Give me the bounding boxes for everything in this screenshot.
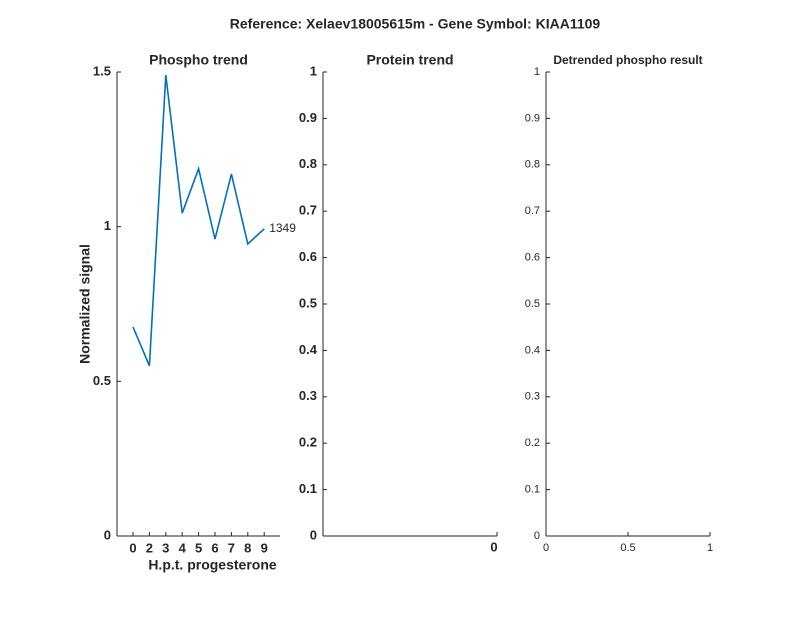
y-tick-label: 0.2 bbox=[299, 435, 317, 450]
x-tick-label: 0 bbox=[543, 542, 549, 554]
x-tick-label: 6 bbox=[211, 540, 218, 555]
y-tick-label: 0.9 bbox=[525, 112, 540, 124]
x-tick-label: 9 bbox=[261, 540, 268, 555]
y-tick-label: 0.7 bbox=[299, 203, 317, 218]
y-tick-label: 0.3 bbox=[525, 391, 540, 403]
y-tick-label: 0.8 bbox=[525, 159, 540, 171]
y-tick-label: 0 bbox=[104, 527, 111, 542]
y-tick-label: 1 bbox=[534, 66, 540, 78]
y-tick-label: 0 bbox=[310, 527, 317, 542]
y-tick-label: 0.7 bbox=[525, 205, 540, 217]
figure-title: Reference: Xelaev18005615m - Gene Symbol… bbox=[230, 16, 601, 32]
y-tick-label: 0.1 bbox=[525, 484, 540, 496]
x-tick-label: 0 bbox=[490, 539, 497, 554]
x-tick-label: 8 bbox=[244, 540, 251, 555]
x-tick-label: 7 bbox=[228, 540, 235, 555]
y-tick-label: 0.9 bbox=[299, 110, 317, 125]
x-tick-label: 1 bbox=[707, 542, 713, 554]
x-tick-label: 0 bbox=[129, 540, 136, 555]
x-tick-label: 2 bbox=[146, 540, 153, 555]
y-tick-label: 1 bbox=[104, 218, 111, 233]
subplot-title: Protein trend bbox=[366, 52, 453, 68]
y-tick-label: 0.6 bbox=[525, 252, 540, 264]
x-tick-label: 5 bbox=[195, 540, 202, 555]
y-tick-label: 0.5 bbox=[525, 298, 540, 310]
annotation: 1349 bbox=[269, 221, 296, 235]
y-tick-label: 0.6 bbox=[299, 249, 317, 264]
x-tick-label: 4 bbox=[179, 540, 187, 555]
y-tick-label: 0.5 bbox=[299, 295, 317, 310]
subplot-title: Detrended phospho result bbox=[553, 53, 702, 67]
y-tick-label: 1.5 bbox=[93, 63, 111, 78]
x-tick-label: 3 bbox=[162, 540, 169, 555]
x-tick-label: 0.5 bbox=[620, 542, 635, 554]
x-axis-label: H.p.t. progesterone bbox=[148, 557, 277, 573]
y-tick-label: 0.8 bbox=[299, 156, 317, 171]
y-tick-label: 0.3 bbox=[299, 388, 317, 403]
y-tick-label: 0.1 bbox=[299, 481, 317, 496]
y-tick-label: 1 bbox=[310, 63, 317, 78]
y-tick-label: 0 bbox=[534, 530, 540, 542]
y-axis-label: Normalized signal bbox=[77, 244, 93, 364]
y-tick-label: 0.4 bbox=[299, 342, 318, 357]
subplot-title: Phospho trend bbox=[149, 52, 248, 68]
y-tick-label: 0.5 bbox=[93, 373, 111, 388]
y-tick-label: 0.2 bbox=[525, 437, 540, 449]
y-tick-label: 0.4 bbox=[525, 344, 540, 356]
data-line bbox=[132, 74, 265, 367]
